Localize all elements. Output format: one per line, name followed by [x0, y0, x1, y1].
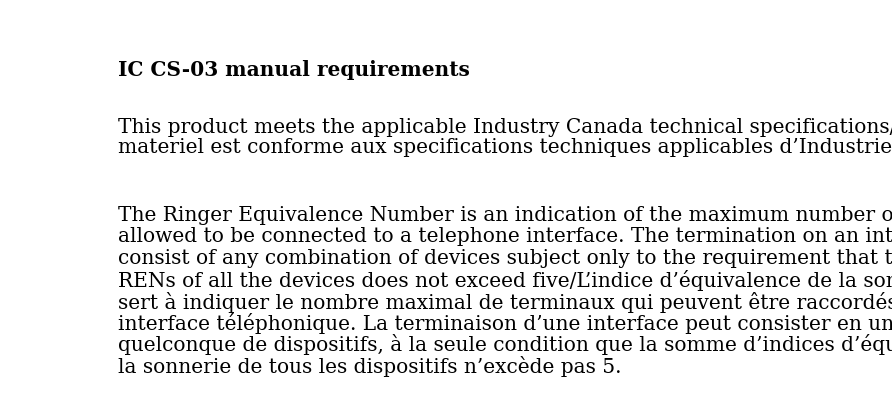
Text: materiel est conforme aux specifications techniques applicables d’Industrie Cana: materiel est conforme aux specifications…: [118, 137, 892, 156]
Text: quelconque de dispositifs, à la seule condition que la somme d’indices d’équival: quelconque de dispositifs, à la seule co…: [118, 335, 892, 356]
Text: RENs of all the devices does not exceed five/L’indice d’équivalence de la sonner: RENs of all the devices does not exceed …: [118, 270, 892, 291]
Text: interface téléphonique. La terminaison d’une interface peut consister en une com: interface téléphonique. La terminaison d…: [118, 313, 892, 334]
Text: consist of any combination of devices subject only to the requirement that the s: consist of any combination of devices su…: [118, 249, 892, 268]
Text: The Ringer Equivalence Number is an indication of the maximum number of devices: The Ringer Equivalence Number is an indi…: [118, 206, 892, 225]
Text: allowed to be connected to a telephone interface. The termination on an interfac: allowed to be connected to a telephone i…: [118, 228, 892, 246]
Text: This product meets the applicable Industry Canada technical specifications/Le pr: This product meets the applicable Indust…: [118, 116, 892, 137]
Text: sert à indiquer le nombre maximal de terminaux qui peuvent être raccordés à une: sert à indiquer le nombre maximal de ter…: [118, 292, 892, 312]
Text: la sonnerie de tous les dispositifs n’excède pas 5.: la sonnerie de tous les dispositifs n’ex…: [118, 356, 621, 377]
Text: IC CS-03 manual requirements: IC CS-03 manual requirements: [118, 60, 469, 81]
